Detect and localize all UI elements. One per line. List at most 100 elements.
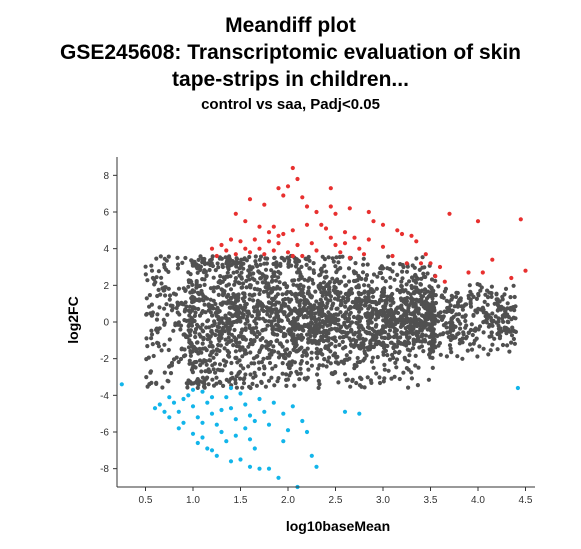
gene-point-down <box>219 407 224 413</box>
gene-point-neutral <box>281 353 286 358</box>
gene-point-neutral <box>185 335 190 340</box>
gene-point-neutral <box>144 336 149 341</box>
gene-point-neutral <box>246 344 251 349</box>
gene-point-neutral <box>414 329 419 334</box>
gene-point-neutral <box>393 310 398 315</box>
gene-point-neutral <box>370 336 375 342</box>
gene-point-neutral <box>327 327 333 332</box>
gene-point-neutral <box>276 355 282 360</box>
gene-point-neutral <box>428 307 433 312</box>
gene-point-neutral <box>362 283 367 288</box>
gene-point-neutral <box>426 322 431 327</box>
gene-point-neutral <box>509 333 515 338</box>
gene-point-neutral <box>279 318 284 323</box>
gene-point-neutral <box>196 306 201 312</box>
gene-point-neutral <box>387 328 393 333</box>
gene-point-neutral <box>430 300 435 305</box>
gene-point-neutral <box>274 263 279 268</box>
gene-point-neutral <box>208 334 213 339</box>
gene-point-neutral <box>216 265 221 270</box>
gene-point-neutral <box>511 336 516 342</box>
gene-point-neutral <box>353 301 358 306</box>
gene-point-neutral <box>338 310 343 315</box>
gene-point-neutral <box>284 372 289 377</box>
gene-point-neutral <box>188 290 193 295</box>
gene-point-neutral <box>449 350 454 355</box>
gene-point-neutral <box>386 368 391 373</box>
gene-point-down <box>200 435 205 440</box>
gene-point-neutral <box>463 336 469 341</box>
gene-point-neutral <box>389 314 394 319</box>
gene-point-neutral <box>406 306 411 311</box>
gene-point-neutral <box>471 313 476 318</box>
gene-point-neutral <box>311 270 317 275</box>
gene-point-neutral <box>422 291 427 296</box>
gene-point-neutral <box>489 294 494 299</box>
gene-point-down <box>190 404 196 409</box>
gene-point-neutral <box>237 273 242 278</box>
gene-point-neutral <box>283 332 288 337</box>
gene-point-neutral <box>316 366 321 371</box>
gene-point-neutral <box>361 256 366 261</box>
gene-point-neutral <box>257 331 262 336</box>
gene-point-neutral <box>293 292 298 297</box>
gene-point-neutral <box>197 346 202 351</box>
gene-point-neutral <box>217 362 223 367</box>
gene-point-neutral <box>312 303 317 308</box>
gene-point-neutral <box>399 303 404 308</box>
gene-point-neutral <box>419 297 424 302</box>
gene-point-neutral <box>359 306 364 311</box>
gene-point-neutral <box>270 348 275 354</box>
gene-point-neutral <box>258 300 263 305</box>
gene-point-neutral <box>330 256 335 261</box>
gene-point-neutral <box>398 335 403 340</box>
gene-point-neutral <box>314 346 319 351</box>
gene-point-neutral <box>232 282 237 287</box>
gene-point-neutral <box>508 295 513 300</box>
gene-point-neutral <box>247 283 253 288</box>
gene-point-neutral <box>419 328 424 333</box>
gene-point-neutral <box>233 279 238 284</box>
gene-point-neutral <box>349 343 354 348</box>
gene-point-neutral <box>500 342 506 348</box>
gene-point-neutral <box>226 339 231 344</box>
gene-point-neutral <box>188 272 193 277</box>
gene-point-neutral <box>436 284 441 289</box>
gene-point-neutral <box>159 275 164 280</box>
gene-point-down <box>247 413 253 418</box>
gene-point-neutral <box>286 353 291 358</box>
gene-point-up <box>304 222 310 227</box>
gene-point-neutral <box>511 305 516 310</box>
y-tick-label: -2 <box>100 354 109 365</box>
gene-point-neutral <box>195 377 200 382</box>
gene-point-neutral <box>233 355 238 360</box>
gene-point-up <box>276 241 281 246</box>
gene-point-neutral <box>298 371 303 376</box>
gene-point-neutral <box>282 281 287 286</box>
gene-point-neutral <box>183 288 188 293</box>
gene-point-neutral <box>349 287 354 292</box>
gene-point-neutral <box>419 313 425 318</box>
gene-point-neutral <box>399 283 404 289</box>
gene-point-neutral <box>168 371 174 376</box>
gene-point-neutral <box>337 342 342 347</box>
gene-point-neutral <box>366 283 371 288</box>
gene-point-neutral <box>189 340 194 345</box>
gene-point-neutral <box>416 365 421 370</box>
gene-point-neutral <box>266 378 272 383</box>
gene-point-up <box>366 209 371 215</box>
gene-point-up <box>285 250 291 255</box>
x-tick-label: 0.5 <box>139 495 153 506</box>
gene-point-neutral <box>416 335 421 341</box>
gene-point-neutral <box>333 264 338 269</box>
gene-point-neutral <box>331 337 337 342</box>
gene-point-neutral <box>436 343 441 348</box>
gene-point-up <box>271 248 276 253</box>
gene-point-neutral <box>468 327 473 333</box>
gene-point-neutral <box>238 376 243 381</box>
gene-point-neutral <box>188 310 193 315</box>
gene-point-neutral <box>321 290 326 295</box>
gene-point-neutral <box>320 293 325 298</box>
gene-point-up <box>333 211 338 216</box>
gene-point-neutral <box>334 355 339 360</box>
